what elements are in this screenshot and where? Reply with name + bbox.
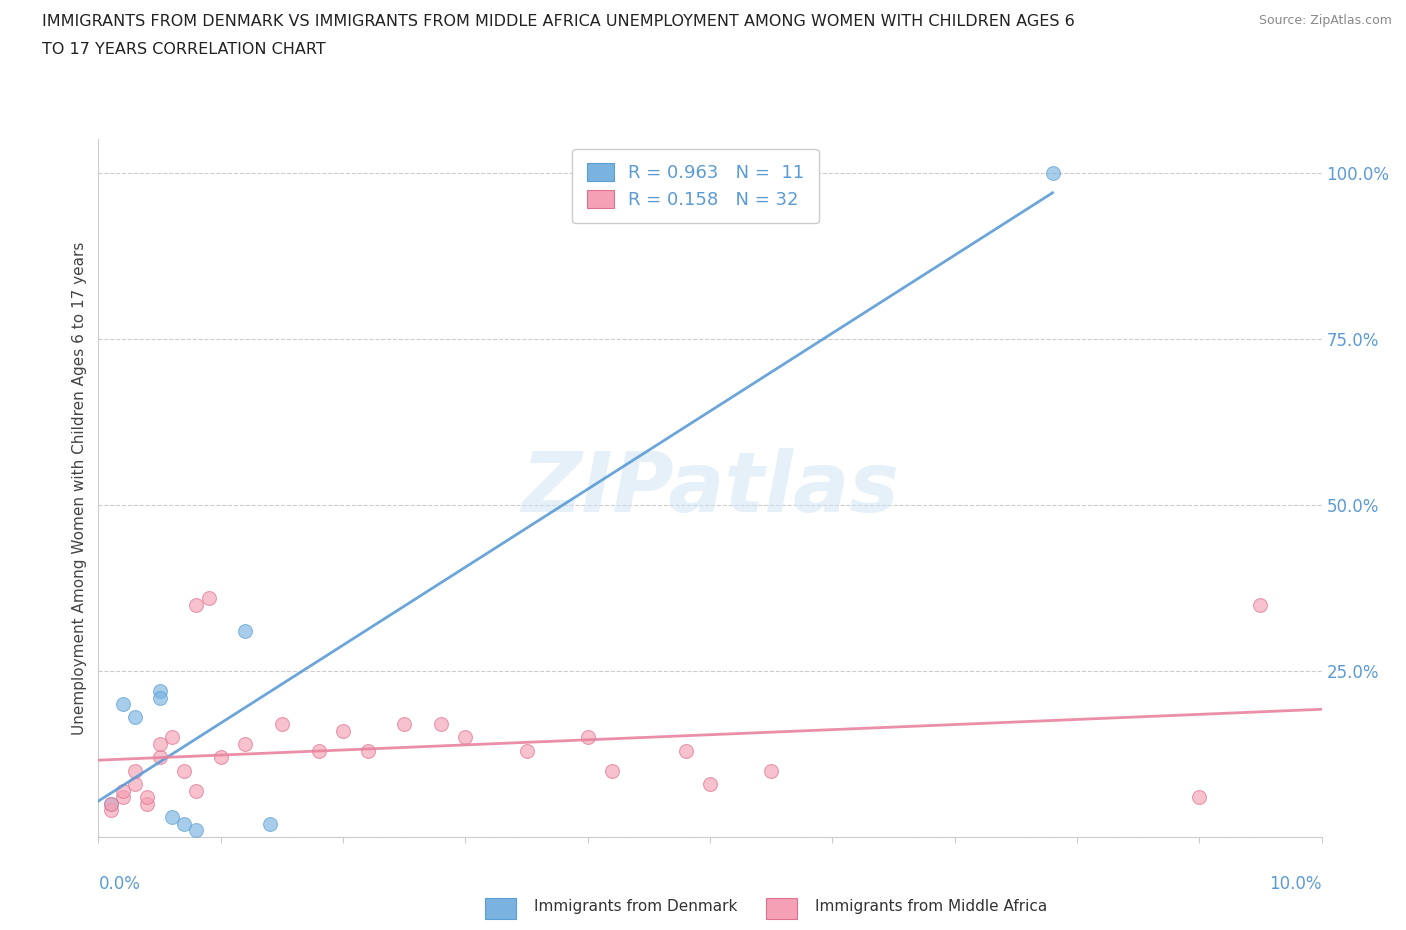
Point — [430, 717, 453, 732]
Text: TO 17 YEARS CORRELATION CHART: TO 17 YEARS CORRELATION CHART — [42, 42, 326, 57]
Point — [100, 796, 122, 811]
Point — [308, 743, 330, 758]
Point — [675, 743, 697, 758]
Point — [160, 810, 183, 825]
Point — [392, 717, 416, 732]
Point — [233, 737, 256, 751]
Point — [197, 591, 219, 605]
Text: Immigrants from Middle Africa: Immigrants from Middle Africa — [815, 899, 1047, 914]
Point — [454, 730, 477, 745]
Point — [124, 764, 146, 778]
Point — [1042, 166, 1064, 180]
Point — [1188, 790, 1211, 804]
Point — [259, 817, 281, 831]
Text: Immigrants from Denmark: Immigrants from Denmark — [534, 899, 738, 914]
Point — [356, 743, 378, 758]
Point — [136, 796, 159, 811]
Point — [124, 710, 146, 724]
Point — [160, 730, 183, 745]
Point — [100, 796, 122, 811]
Legend: R = 0.963   N =  11, R = 0.158   N = 32: R = 0.963 N = 11, R = 0.158 N = 32 — [572, 149, 818, 223]
Point — [111, 790, 134, 804]
Point — [136, 790, 159, 804]
Point — [759, 764, 782, 778]
Point — [576, 730, 599, 745]
Point — [1249, 597, 1271, 612]
Point — [111, 783, 134, 798]
Point — [124, 777, 146, 791]
Point — [270, 717, 292, 732]
Text: 10.0%: 10.0% — [1270, 875, 1322, 894]
Point — [600, 764, 623, 778]
Point — [149, 690, 172, 705]
Point — [332, 724, 354, 738]
Y-axis label: Unemployment Among Women with Children Ages 6 to 17 years: Unemployment Among Women with Children A… — [72, 242, 87, 735]
Point — [173, 764, 195, 778]
Point — [100, 803, 122, 817]
Point — [699, 777, 721, 791]
Text: Source: ZipAtlas.com: Source: ZipAtlas.com — [1258, 14, 1392, 27]
Point — [186, 597, 208, 612]
Point — [149, 684, 172, 698]
Point — [186, 783, 208, 798]
Point — [186, 823, 208, 838]
Point — [111, 697, 134, 711]
Point — [173, 817, 195, 831]
Point — [209, 750, 232, 764]
Point — [233, 624, 256, 639]
Text: 0.0%: 0.0% — [98, 875, 141, 894]
Point — [149, 750, 172, 764]
Text: IMMIGRANTS FROM DENMARK VS IMMIGRANTS FROM MIDDLE AFRICA UNEMPLOYMENT AMONG WOME: IMMIGRANTS FROM DENMARK VS IMMIGRANTS FR… — [42, 14, 1076, 29]
Point — [149, 737, 172, 751]
Point — [516, 743, 538, 758]
Text: ZIPatlas: ZIPatlas — [522, 447, 898, 529]
